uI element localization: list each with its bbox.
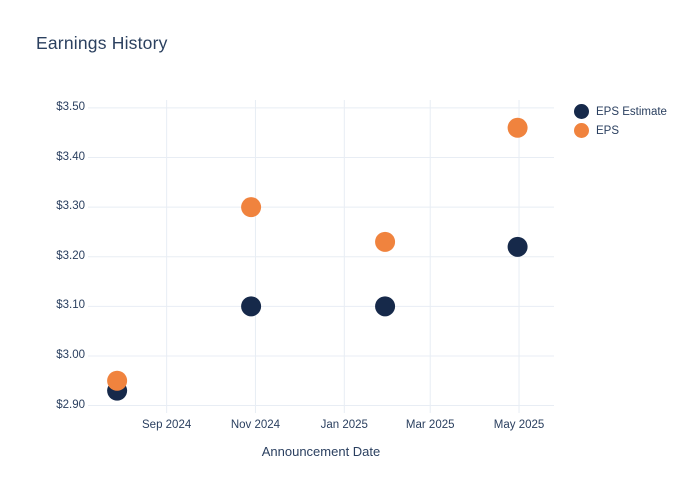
- x-tick-label: Nov 2024: [230, 419, 281, 431]
- legend-item-eps-estimate[interactable]: EPS Estimate: [574, 104, 667, 119]
- x-tick-label: Sep 2024: [142, 419, 192, 431]
- legend-item-eps[interactable]: EPS: [574, 123, 667, 138]
- eps-point[interactable]: [107, 370, 128, 391]
- legend-label: EPS: [596, 124, 620, 137]
- eps-estimate-point[interactable]: [507, 236, 528, 257]
- eps-estimate-swatch-icon: [574, 104, 589, 119]
- chart-title: Earnings History: [36, 33, 168, 53]
- eps-estimate-point[interactable]: [375, 296, 396, 317]
- eps-swatch-icon: [574, 123, 589, 138]
- y-tick-label: $3.40: [56, 150, 85, 163]
- eps-point[interactable]: [241, 197, 262, 218]
- legend: EPS Estimate EPS: [574, 104, 667, 138]
- y-tick-label: $3.00: [56, 348, 85, 361]
- y-tick-label: $3.10: [56, 299, 85, 312]
- eps-point[interactable]: [375, 231, 396, 252]
- y-tick-label: $2.90: [56, 398, 85, 411]
- y-tick-label: $3.20: [56, 249, 85, 262]
- y-tick-label: $3.30: [56, 200, 85, 213]
- x-axis-title: Announcement Date: [261, 444, 381, 459]
- eps-point[interactable]: [507, 117, 528, 138]
- y-tick-label: $3.50: [56, 100, 85, 113]
- x-tick-label: Jan 2025: [320, 419, 368, 431]
- x-tick-label: Mar 2025: [405, 419, 455, 431]
- legend-label: EPS Estimate: [596, 105, 667, 118]
- eps-estimate-point[interactable]: [241, 296, 262, 317]
- x-tick-label: May 2025: [493, 419, 545, 431]
